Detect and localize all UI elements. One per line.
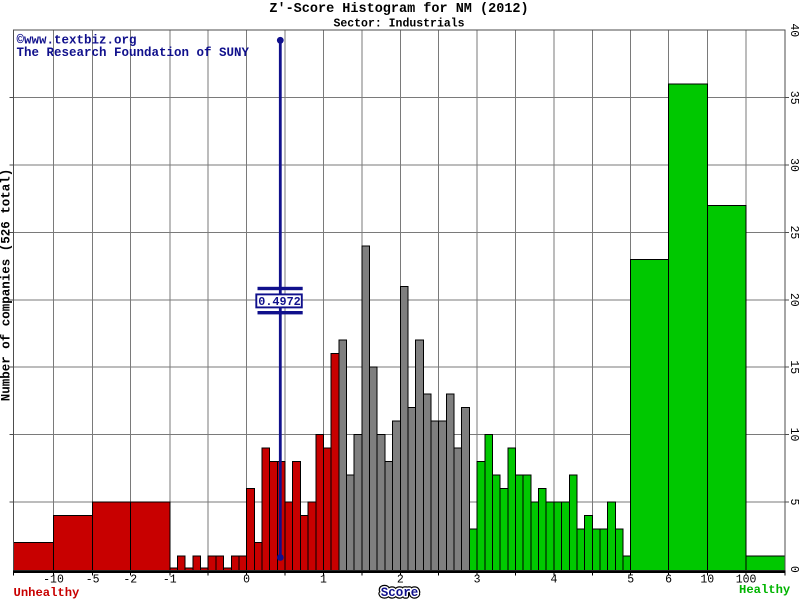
svg-text:Score: Score <box>381 586 419 600</box>
svg-text:100: 100 <box>736 574 757 587</box>
svg-text:-2: -2 <box>123 574 137 587</box>
svg-text:0: 0 <box>243 574 250 587</box>
svg-text:40: 40 <box>787 23 800 37</box>
svg-text:5: 5 <box>627 574 634 587</box>
svg-text:-5: -5 <box>86 574 100 587</box>
svg-text:-1: -1 <box>163 574 177 587</box>
svg-text:0.4972: 0.4972 <box>258 295 300 309</box>
svg-text:2: 2 <box>397 574 404 587</box>
svg-text:15: 15 <box>787 360 800 374</box>
svg-text:The Research Foundation of SUN: The Research Foundation of SUNY <box>17 46 250 60</box>
svg-text:Healthy: Healthy <box>739 583 791 597</box>
svg-text:20: 20 <box>787 293 800 307</box>
svg-text:-10: -10 <box>43 574 64 587</box>
svg-text:Sector: Industrials: Sector: Industrials <box>333 17 464 30</box>
svg-text:Score: Score <box>381 586 419 600</box>
svg-text:10: 10 <box>787 428 800 442</box>
svg-text:Number of companies (526 total: Number of companies (526 total) <box>0 169 14 402</box>
svg-text:35: 35 <box>787 91 800 105</box>
svg-text:10: 10 <box>700 574 714 587</box>
svg-text:3: 3 <box>474 574 481 587</box>
svg-text:Unhealthy: Unhealthy <box>14 586 81 600</box>
svg-text:Z'-Score Histogram for NM (201: Z'-Score Histogram for NM (2012) <box>269 2 528 17</box>
svg-text:1: 1 <box>320 574 327 587</box>
svg-text:25: 25 <box>787 225 800 239</box>
svg-text:©www.textbiz.org: ©www.textbiz.org <box>17 34 137 48</box>
svg-text:4: 4 <box>550 574 557 587</box>
svg-text:0: 0 <box>787 566 800 573</box>
svg-text:30: 30 <box>787 158 800 172</box>
svg-text:6: 6 <box>665 574 672 587</box>
svg-text:5: 5 <box>787 498 800 505</box>
svg-text:Score: Score <box>381 586 419 600</box>
